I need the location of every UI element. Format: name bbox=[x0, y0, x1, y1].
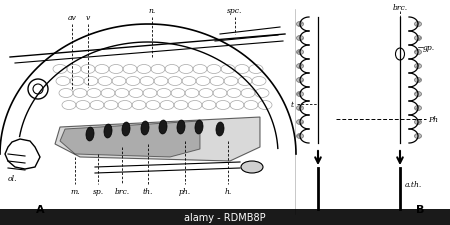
Ellipse shape bbox=[414, 120, 422, 125]
Ellipse shape bbox=[195, 120, 203, 134]
Text: gp.: gp. bbox=[423, 44, 435, 52]
Ellipse shape bbox=[396, 49, 405, 61]
Ellipse shape bbox=[414, 78, 422, 83]
Ellipse shape bbox=[414, 106, 422, 111]
Ellipse shape bbox=[414, 134, 422, 139]
Text: av: av bbox=[68, 14, 76, 22]
Ellipse shape bbox=[297, 134, 303, 139]
Bar bbox=[0, 209, 450, 225]
Text: Ph: Ph bbox=[428, 115, 438, 124]
Ellipse shape bbox=[414, 92, 422, 97]
Ellipse shape bbox=[297, 78, 303, 83]
Ellipse shape bbox=[216, 122, 224, 136]
Text: B: B bbox=[416, 204, 424, 214]
Text: spc.: spc. bbox=[227, 7, 243, 15]
Ellipse shape bbox=[141, 122, 149, 135]
Polygon shape bbox=[60, 122, 200, 157]
Ellipse shape bbox=[297, 50, 303, 55]
Ellipse shape bbox=[297, 36, 303, 41]
Ellipse shape bbox=[86, 127, 94, 141]
Text: A: A bbox=[36, 204, 44, 214]
Ellipse shape bbox=[297, 106, 303, 111]
Ellipse shape bbox=[414, 36, 422, 41]
Text: v: v bbox=[86, 14, 90, 22]
Text: ph.: ph. bbox=[179, 187, 191, 195]
Text: h.: h. bbox=[225, 187, 232, 195]
Text: brc.: brc. bbox=[114, 187, 130, 195]
Polygon shape bbox=[55, 117, 260, 161]
Text: t: t bbox=[291, 101, 294, 108]
Text: sp.: sp. bbox=[92, 187, 104, 195]
Text: brc.: brc. bbox=[392, 4, 408, 12]
Ellipse shape bbox=[159, 120, 167, 134]
Ellipse shape bbox=[297, 64, 303, 69]
Text: m.: m. bbox=[70, 187, 80, 195]
Text: n.: n. bbox=[148, 7, 156, 15]
Ellipse shape bbox=[122, 122, 130, 136]
Text: alamy - RDMB8P: alamy - RDMB8P bbox=[184, 212, 266, 222]
Ellipse shape bbox=[241, 161, 263, 173]
Ellipse shape bbox=[297, 22, 303, 27]
Ellipse shape bbox=[297, 120, 303, 125]
Polygon shape bbox=[5, 139, 40, 169]
Text: ol.: ol. bbox=[7, 174, 17, 182]
Ellipse shape bbox=[414, 64, 422, 69]
Ellipse shape bbox=[414, 50, 422, 55]
Ellipse shape bbox=[104, 124, 112, 138]
Text: a.th.: a.th. bbox=[405, 180, 422, 188]
Text: th.: th. bbox=[143, 187, 153, 195]
Ellipse shape bbox=[414, 22, 422, 27]
Ellipse shape bbox=[177, 120, 185, 134]
Ellipse shape bbox=[297, 92, 303, 97]
